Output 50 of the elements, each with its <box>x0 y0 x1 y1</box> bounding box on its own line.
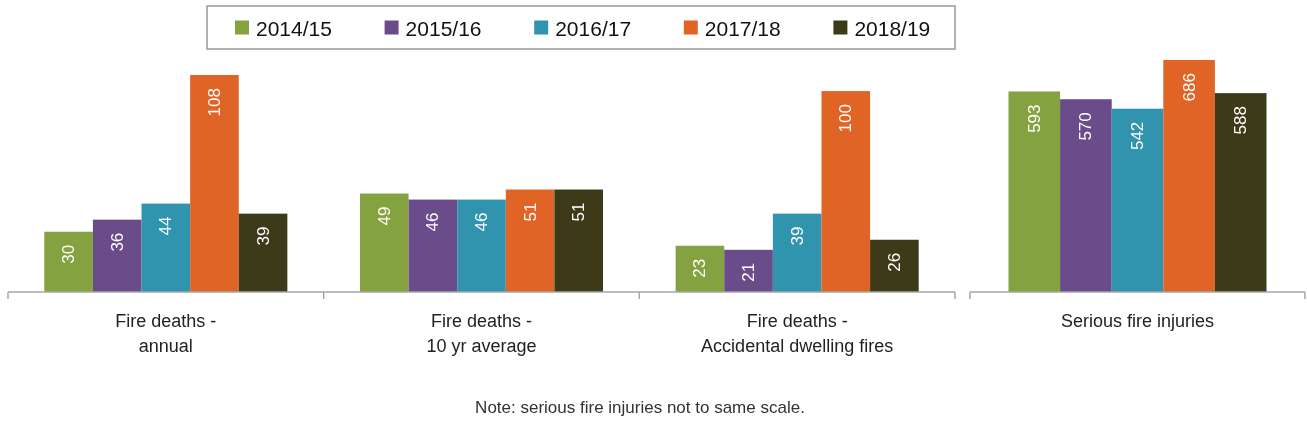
data-label: 36 <box>107 232 127 252</box>
data-label: 30 <box>59 244 79 264</box>
bar <box>359 193 409 292</box>
bar <box>190 75 239 292</box>
legend-label: 2014/15 <box>256 16 332 39</box>
bar <box>1008 91 1061 292</box>
bar <box>1060 99 1112 292</box>
legend-label: 2017/18 <box>704 16 781 39</box>
x-axis-title: Serious fire injuries <box>1060 311 1215 331</box>
bar <box>92 219 142 292</box>
x-tick-label: Fire deaths - Accidental dwelling fires <box>701 311 894 356</box>
data-label: 100 <box>836 104 856 133</box>
x-tick-label: Fire deaths - annual <box>115 311 217 356</box>
legend-label: 2018/19 <box>854 16 931 39</box>
data-label: 593 <box>1024 104 1044 133</box>
bar <box>1214 93 1267 292</box>
data-label: 686 <box>1179 73 1199 102</box>
data-label: 23 <box>690 258 710 278</box>
bar <box>870 239 919 292</box>
legend-label: 2015/16 <box>405 16 482 39</box>
bar <box>505 189 555 292</box>
data-label: 44 <box>156 216 176 236</box>
data-label: 588 <box>1231 106 1251 135</box>
text: Note: serious fire injuries not to same scale. <box>475 398 805 417</box>
data-label: 49 <box>374 206 394 226</box>
bar <box>238 213 288 292</box>
bar <box>554 189 604 292</box>
bar <box>141 203 191 292</box>
bar <box>675 245 725 292</box>
data-label: 51 <box>569 202 589 222</box>
data-label: 26 <box>884 252 904 272</box>
bar <box>408 199 458 292</box>
data-label: 51 <box>520 202 540 222</box>
bar <box>772 213 822 292</box>
data-label: 21 <box>739 262 759 282</box>
data-label: 46 <box>423 212 443 232</box>
data-label: 46 <box>472 212 491 232</box>
bar <box>1111 108 1164 292</box>
bar <box>1163 60 1215 292</box>
bar <box>44 231 93 292</box>
data-label: 108 <box>204 88 224 117</box>
x-tick-label: Fire deaths - 10 yr average <box>426 311 537 356</box>
bar <box>724 249 773 292</box>
data-label: 39 <box>787 226 807 246</box>
data-label: 570 <box>1076 112 1096 141</box>
bar <box>821 91 871 292</box>
data-label: 39 <box>253 226 273 246</box>
legend-label: 2016/17 <box>555 16 632 39</box>
data-label: 542 <box>1128 121 1147 151</box>
bar <box>457 199 506 292</box>
